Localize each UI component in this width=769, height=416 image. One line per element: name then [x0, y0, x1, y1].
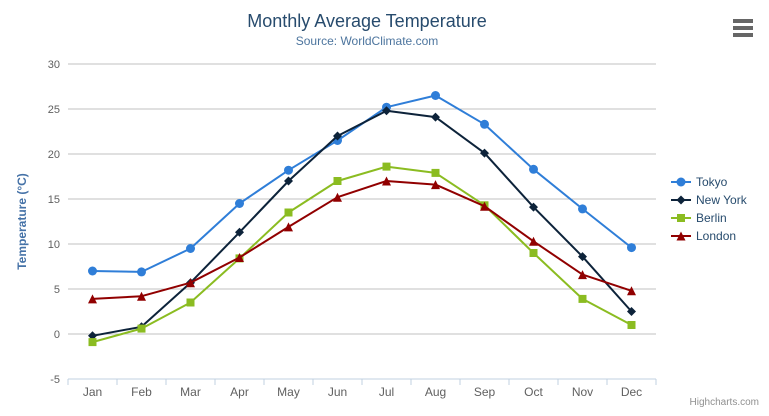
data-point[interactable] — [529, 249, 538, 257]
data-point[interactable] — [431, 112, 440, 122]
data-point[interactable] — [88, 266, 97, 276]
data-point[interactable] — [88, 331, 97, 341]
legend-item-london[interactable]: London — [671, 229, 747, 243]
data-point[interactable] — [284, 222, 293, 232]
data-point[interactable] — [88, 338, 97, 347]
data-point[interactable] — [529, 202, 538, 212]
x-tick-label: Jun — [328, 385, 347, 399]
data-point[interactable] — [137, 324, 146, 333]
series-line-tokyo — [91, 94, 633, 273]
data-point[interactable] — [480, 201, 489, 211]
series-line-berlin — [91, 165, 633, 344]
legend-item-tokyo[interactable]: Tokyo — [671, 175, 747, 189]
data-point[interactable] — [333, 131, 342, 141]
legend-marker-triangle-icon — [671, 231, 691, 241]
x-tick-label: Dec — [621, 385, 642, 399]
data-point[interactable] — [627, 243, 636, 253]
chart-title: Monthly Average Temperature — [247, 11, 487, 31]
data-point[interactable] — [431, 180, 440, 190]
y-tick-label: 30 — [48, 59, 60, 71]
legend-marker-square-icon — [671, 214, 691, 222]
data-point[interactable] — [235, 199, 244, 208]
data-point[interactable] — [480, 119, 489, 129]
data-point[interactable] — [284, 208, 293, 217]
credits-link[interactable]: Highcharts.com — [689, 397, 759, 408]
y-tick-label: 15 — [48, 194, 60, 206]
series-line-new-york — [91, 109, 633, 337]
x-tick-label: May — [277, 385, 300, 399]
menu-bar — [733, 19, 753, 23]
legend-marker-circle-icon — [671, 177, 691, 187]
x-tick-label: Jan — [83, 385, 102, 399]
legend: Tokyo New York Berlin London — [671, 175, 747, 243]
data-point[interactable] — [186, 278, 195, 288]
x-tick-label: Oct — [524, 385, 543, 399]
y-tick-label: 0 — [54, 329, 60, 341]
data-point[interactable] — [529, 236, 538, 246]
y-tick-label: 5 — [54, 284, 60, 296]
data-point[interactable] — [529, 164, 538, 174]
data-point[interactable] — [431, 91, 440, 100]
x-tick-label: Mar — [180, 385, 201, 399]
x-tick-label: Aug — [425, 385, 446, 399]
data-point[interactable] — [578, 252, 587, 262]
data-point[interactable] — [382, 162, 391, 171]
data-point[interactable] — [235, 227, 244, 237]
data-point[interactable] — [88, 294, 97, 304]
data-point[interactable] — [284, 176, 293, 186]
data-point[interactable] — [137, 291, 146, 301]
data-point[interactable] — [186, 244, 195, 253]
data-point[interactable] — [578, 270, 587, 280]
y-tick-label: 10 — [48, 239, 60, 251]
data-point[interactable] — [627, 321, 636, 329]
x-tick-label: Nov — [572, 385, 593, 399]
x-tick-label: Sep — [474, 385, 496, 399]
y-tick-label: 25 — [48, 104, 60, 116]
data-point[interactable] — [333, 192, 342, 202]
legend-label: Tokyo — [696, 175, 728, 189]
series-line-london — [91, 180, 633, 300]
legend-item-new-york[interactable]: New York — [671, 193, 747, 207]
data-point[interactable] — [235, 253, 244, 262]
data-point[interactable] — [137, 267, 146, 277]
menu-bar — [733, 33, 753, 37]
y-axis-title: Temperature (°C) — [15, 173, 29, 270]
chart-subtitle: Source: WorldClimate.com — [295, 34, 439, 48]
data-point[interactable] — [284, 165, 293, 175]
data-point[interactable] — [382, 106, 391, 116]
legend-item-berlin[interactable]: Berlin — [671, 211, 747, 225]
data-point[interactable] — [333, 177, 342, 185]
data-point[interactable] — [480, 148, 489, 158]
data-point[interactable] — [186, 298, 195, 307]
legend-marker-diamond-icon — [671, 195, 691, 205]
data-point[interactable] — [578, 294, 587, 303]
data-point[interactable] — [431, 168, 440, 177]
hamburger-menu-icon[interactable] — [733, 19, 753, 40]
y-tick-label: 20 — [48, 149, 60, 161]
y-tick-label: -5 — [50, 374, 60, 386]
legend-label: London — [696, 229, 737, 243]
legend-label: New York — [696, 193, 747, 207]
x-tick-label: Apr — [230, 385, 249, 399]
legend-label: Berlin — [696, 211, 727, 225]
data-point[interactable] — [627, 286, 636, 296]
x-tick-label: Feb — [131, 385, 152, 399]
x-tick-label: Jul — [379, 385, 394, 399]
data-point[interactable] — [578, 204, 587, 214]
data-point[interactable] — [382, 176, 391, 186]
menu-bar — [733, 26, 753, 30]
data-point[interactable] — [627, 307, 636, 316]
